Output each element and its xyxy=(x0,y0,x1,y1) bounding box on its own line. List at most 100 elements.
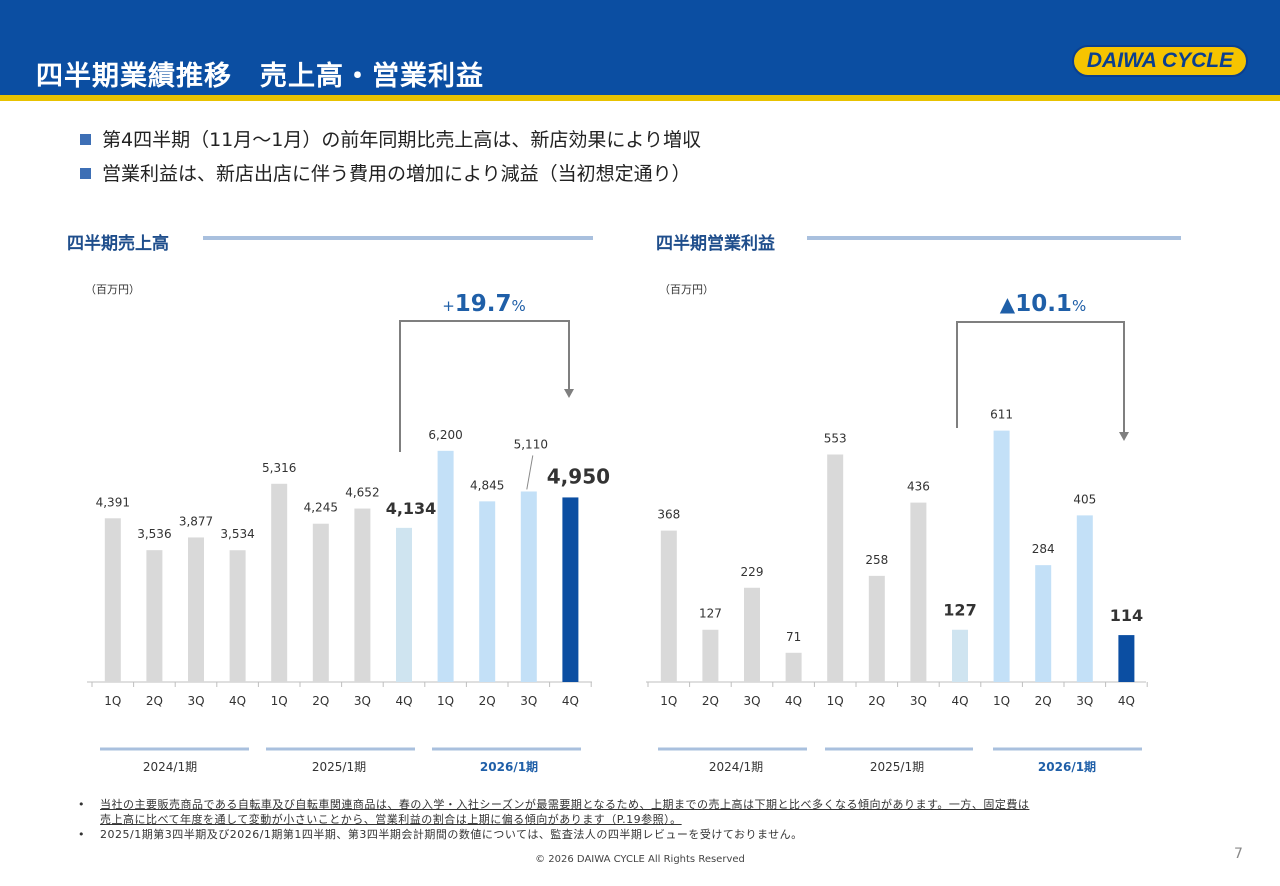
comparison-arrowhead xyxy=(564,389,574,398)
bar xyxy=(354,508,371,682)
data-label: 611 xyxy=(990,408,1013,422)
x-tick-label: 4Q xyxy=(395,694,412,708)
group-label: 2024/1期 xyxy=(143,760,197,774)
bar xyxy=(396,527,412,682)
footnote: • 2025/1期第3四半期及び2026/1期第1四半期、第3四半期会計期間の数値… xyxy=(78,828,803,841)
x-tick-label: 2Q xyxy=(1035,694,1052,708)
bar xyxy=(562,497,579,682)
data-label: 71 xyxy=(786,630,801,644)
bar xyxy=(660,530,677,682)
page-title: 四半期業績推移 売上高・営業利益 xyxy=(36,61,484,92)
x-tick-label: 2Q xyxy=(868,694,885,708)
bar xyxy=(868,575,885,682)
data-label: 127 xyxy=(943,601,976,620)
bar xyxy=(1035,565,1052,682)
bar xyxy=(702,629,719,682)
data-label: 4,245 xyxy=(304,501,338,515)
x-tick-label: 2Q xyxy=(312,694,329,708)
x-tick-label: 3Q xyxy=(520,694,537,708)
bar xyxy=(271,483,288,682)
group-label: 2024/1期 xyxy=(709,760,763,774)
label-leader-line xyxy=(526,455,534,490)
x-tick-label: 2Q xyxy=(702,694,719,708)
bar xyxy=(952,629,968,682)
bar xyxy=(744,587,760,682)
bullet-square-icon xyxy=(80,134,91,145)
profit-title-rule xyxy=(807,236,1181,240)
x-tick-label: 4Q xyxy=(1118,694,1135,708)
x-tick-label: 1Q xyxy=(827,694,844,708)
x-tick-label: 4Q xyxy=(785,694,802,708)
comparison-percent: +19.7% xyxy=(442,291,526,317)
bullet-square-icon xyxy=(80,168,91,179)
bar xyxy=(1118,635,1135,682)
data-label: 4,134 xyxy=(386,499,437,518)
bar xyxy=(993,430,1010,682)
footnotes: • 当社の主要販売商品である自転車及び自転車関連商品は、春の入学・入社シーズンが最… xyxy=(78,797,1208,842)
footnote: • 当社の主要販売商品である自転車及び自転車関連商品は、春の入学・入社シーズンが最… xyxy=(78,798,1030,811)
data-label: 5,110 xyxy=(514,437,548,451)
x-tick-label: 4Q xyxy=(229,694,246,708)
bar xyxy=(188,537,204,682)
data-label: 4,845 xyxy=(470,478,504,492)
group-label: 2025/1期 xyxy=(312,760,366,774)
bar xyxy=(437,450,454,682)
bar xyxy=(1076,515,1093,682)
comparison-bracket xyxy=(399,320,570,452)
x-tick-label: 3Q xyxy=(1076,694,1093,708)
x-tick-label: 2Q xyxy=(479,694,496,708)
x-tick-label: 2Q xyxy=(146,694,163,708)
summary-bullet: 営業利益は、新店出店に伴う費用の増加により減益（当初想定通り） xyxy=(80,159,701,193)
data-label: 114 xyxy=(1110,606,1143,625)
group-label: 2026/1期 xyxy=(1038,759,1096,774)
comparison-percent: ▲10.1% xyxy=(1000,291,1086,317)
data-label: 436 xyxy=(907,480,930,494)
comparison-bracket xyxy=(956,321,1125,433)
data-label: 553 xyxy=(824,431,847,445)
copyright: © 2026 DAIWA CYCLE All Rights Reserved xyxy=(535,854,745,865)
bar xyxy=(312,523,329,682)
data-label: 4,950 xyxy=(547,464,610,488)
x-tick-label: 3Q xyxy=(354,694,371,708)
profit-chart-title: 四半期営業利益 xyxy=(656,234,775,254)
sales-chart-title: 四半期売上高 xyxy=(67,234,169,254)
group-label: 2026/1期 xyxy=(480,759,538,774)
data-label: 3,534 xyxy=(220,527,254,541)
bar xyxy=(520,491,537,682)
group-label: 2025/1期 xyxy=(870,760,924,774)
x-tick-label: 1Q xyxy=(271,694,288,708)
bar xyxy=(785,652,802,682)
bar xyxy=(910,502,927,682)
x-tick-label: 4Q xyxy=(562,694,579,708)
bar xyxy=(104,518,121,682)
data-label: 229 xyxy=(741,565,764,579)
data-label: 5,316 xyxy=(262,461,296,475)
header-accent-line xyxy=(0,95,1280,101)
company-logo: DAIWA CYCLE xyxy=(1072,45,1248,77)
bar xyxy=(229,550,246,682)
page-number: 7 xyxy=(1234,846,1243,862)
x-tick-label: 1Q xyxy=(437,694,454,708)
data-label: 258 xyxy=(865,553,888,567)
header-bar: 四半期業績推移 売上高・営業利益 DAIWA CYCLE xyxy=(0,0,1280,95)
bar xyxy=(146,550,163,682)
footnote-continued: 売上高に比べて年度を通して変動が小さいことから、営業利益の割合は上期に偏る傾向が… xyxy=(100,813,682,826)
sales-title-rule xyxy=(203,236,593,240)
data-label: 127 xyxy=(699,607,722,621)
summary-bullet: 第4四半期（11月～1月）の前年同期比売上高は、新店効果により増収 xyxy=(80,125,701,159)
profit-unit-label: （百万円） xyxy=(659,283,714,296)
x-tick-label: 4Q xyxy=(951,694,968,708)
comparison-arrowhead xyxy=(1119,432,1129,441)
x-tick-label: 1Q xyxy=(660,694,677,708)
bar xyxy=(479,501,496,682)
x-tick-label: 3Q xyxy=(187,694,204,708)
data-label: 284 xyxy=(1032,542,1055,556)
x-tick-label: 3Q xyxy=(743,694,760,708)
data-label: 4,391 xyxy=(96,495,130,509)
data-label: 6,200 xyxy=(428,428,462,442)
data-label: 4,652 xyxy=(345,486,379,500)
x-tick-label: 3Q xyxy=(910,694,927,708)
data-label: 368 xyxy=(657,508,680,522)
data-label: 3,877 xyxy=(179,514,213,528)
